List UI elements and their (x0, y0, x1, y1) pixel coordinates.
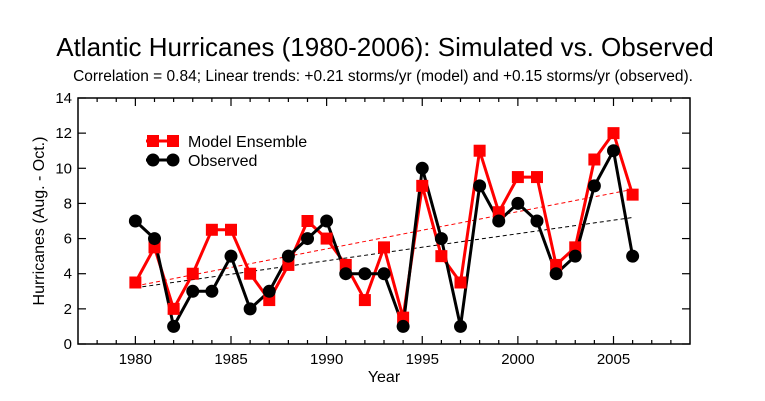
y-tick-label: 2 (64, 301, 72, 318)
model-ensemble-point (358, 294, 371, 307)
legend-model-marker (147, 135, 159, 147)
legend-observed-label: Observed (188, 153, 257, 170)
model-ensemble-point (511, 171, 524, 184)
x-tick-label: 1990 (310, 351, 343, 368)
model-ensemble-point (244, 267, 257, 280)
observed-point (377, 267, 391, 281)
legend-item-observed: Observed (146, 153, 257, 170)
model-ensemble-point (129, 276, 142, 289)
chart-title: Atlantic Hurricanes (1980-2006): Simulat… (56, 32, 714, 62)
observed-point (511, 196, 525, 210)
observed-point (415, 161, 429, 175)
model-ensemble-point (339, 258, 352, 271)
trend-lines (135, 188, 633, 289)
model-ensemble-point (320, 232, 333, 245)
x-tick-label: 1980 (119, 351, 152, 368)
model-ensemble-point (282, 258, 295, 271)
legend-model-label: Model Ensemble (188, 134, 307, 151)
model-ensemble-point (569, 241, 582, 254)
model-ensemble-point (167, 302, 180, 315)
observed-point (358, 267, 372, 281)
x-axis: 1980 1985 1990 1995 2000 2005 (96, 98, 672, 368)
observed-point (454, 319, 467, 333)
chart-subtitle: Correlation = 0.84; Linear trends: +0.21… (73, 68, 693, 85)
model-ensemble-point (225, 223, 237, 236)
observed-point (626, 249, 640, 263)
model-ensemble-point (263, 294, 276, 307)
observed-point (549, 267, 563, 281)
model-ensemble-point (588, 153, 601, 166)
model-ensemble-point (148, 241, 161, 254)
legend-model-marker (167, 135, 179, 147)
model-ensemble-point (550, 258, 563, 271)
observed-point (320, 214, 334, 228)
x-tick-label: 1995 (406, 351, 439, 368)
y-tick-label: 14 (55, 90, 72, 107)
observed-point (148, 232, 161, 246)
x-tick-label: 1985 (214, 351, 247, 368)
observed-point (186, 284, 200, 298)
observed-point (492, 214, 506, 228)
observed-point (128, 214, 142, 228)
y-axis-label: Hurricanes (Aug. - Oct.) (31, 137, 48, 306)
model-ensemble-point (454, 276, 467, 289)
model-ensemble-point (416, 179, 429, 192)
observed-point (530, 214, 544, 228)
model-ensemble-point (205, 223, 218, 236)
x-tick-label: 2005 (597, 351, 630, 368)
observed-point (224, 249, 238, 263)
model-ensemble-point (626, 188, 639, 201)
model-trend-line (135, 188, 633, 287)
y-axis: 0 2 4 6 8 10 12 14 (55, 90, 690, 353)
model-ensemble-point (435, 250, 448, 263)
observed-point (205, 284, 219, 298)
y-tick-label: 6 (64, 231, 72, 248)
model-ensemble-point (301, 215, 314, 227)
observed-point (473, 179, 487, 193)
y-tick-label: 8 (64, 195, 72, 212)
model-ensemble-point (186, 267, 199, 280)
legend-observed-marker (146, 153, 160, 167)
observed-point (339, 267, 353, 281)
observed-point (301, 232, 314, 246)
observed-point (434, 232, 448, 246)
model-ensemble-point (492, 206, 505, 219)
model-ensemble-point (378, 241, 390, 254)
y-tick-label: 0 (64, 336, 72, 353)
series-layer (128, 127, 640, 333)
observed-point (243, 302, 257, 316)
legend-item-model: Model Ensemble (146, 134, 307, 151)
legend-observed-marker (166, 153, 180, 167)
y-tick-label: 10 (55, 160, 72, 177)
y-tick-label: 12 (55, 125, 72, 142)
observed-point (568, 249, 582, 263)
model-ensemble-point (607, 127, 620, 140)
observed-point (396, 319, 410, 333)
y-tick-label: 4 (64, 266, 72, 283)
model-ensemble-point (473, 144, 486, 157)
model-ensemble-point (531, 171, 543, 184)
model-ensemble-point (397, 311, 410, 324)
legend: Model Ensemble Observed (146, 134, 307, 170)
observed-point (587, 179, 601, 193)
observed-point (262, 284, 276, 298)
observed-point (607, 144, 620, 158)
x-tick-label: 2000 (501, 351, 534, 368)
x-axis-label: Year (368, 369, 401, 386)
observed-point (167, 319, 181, 333)
observed-point (281, 249, 295, 263)
observed-line (134, 149, 635, 328)
